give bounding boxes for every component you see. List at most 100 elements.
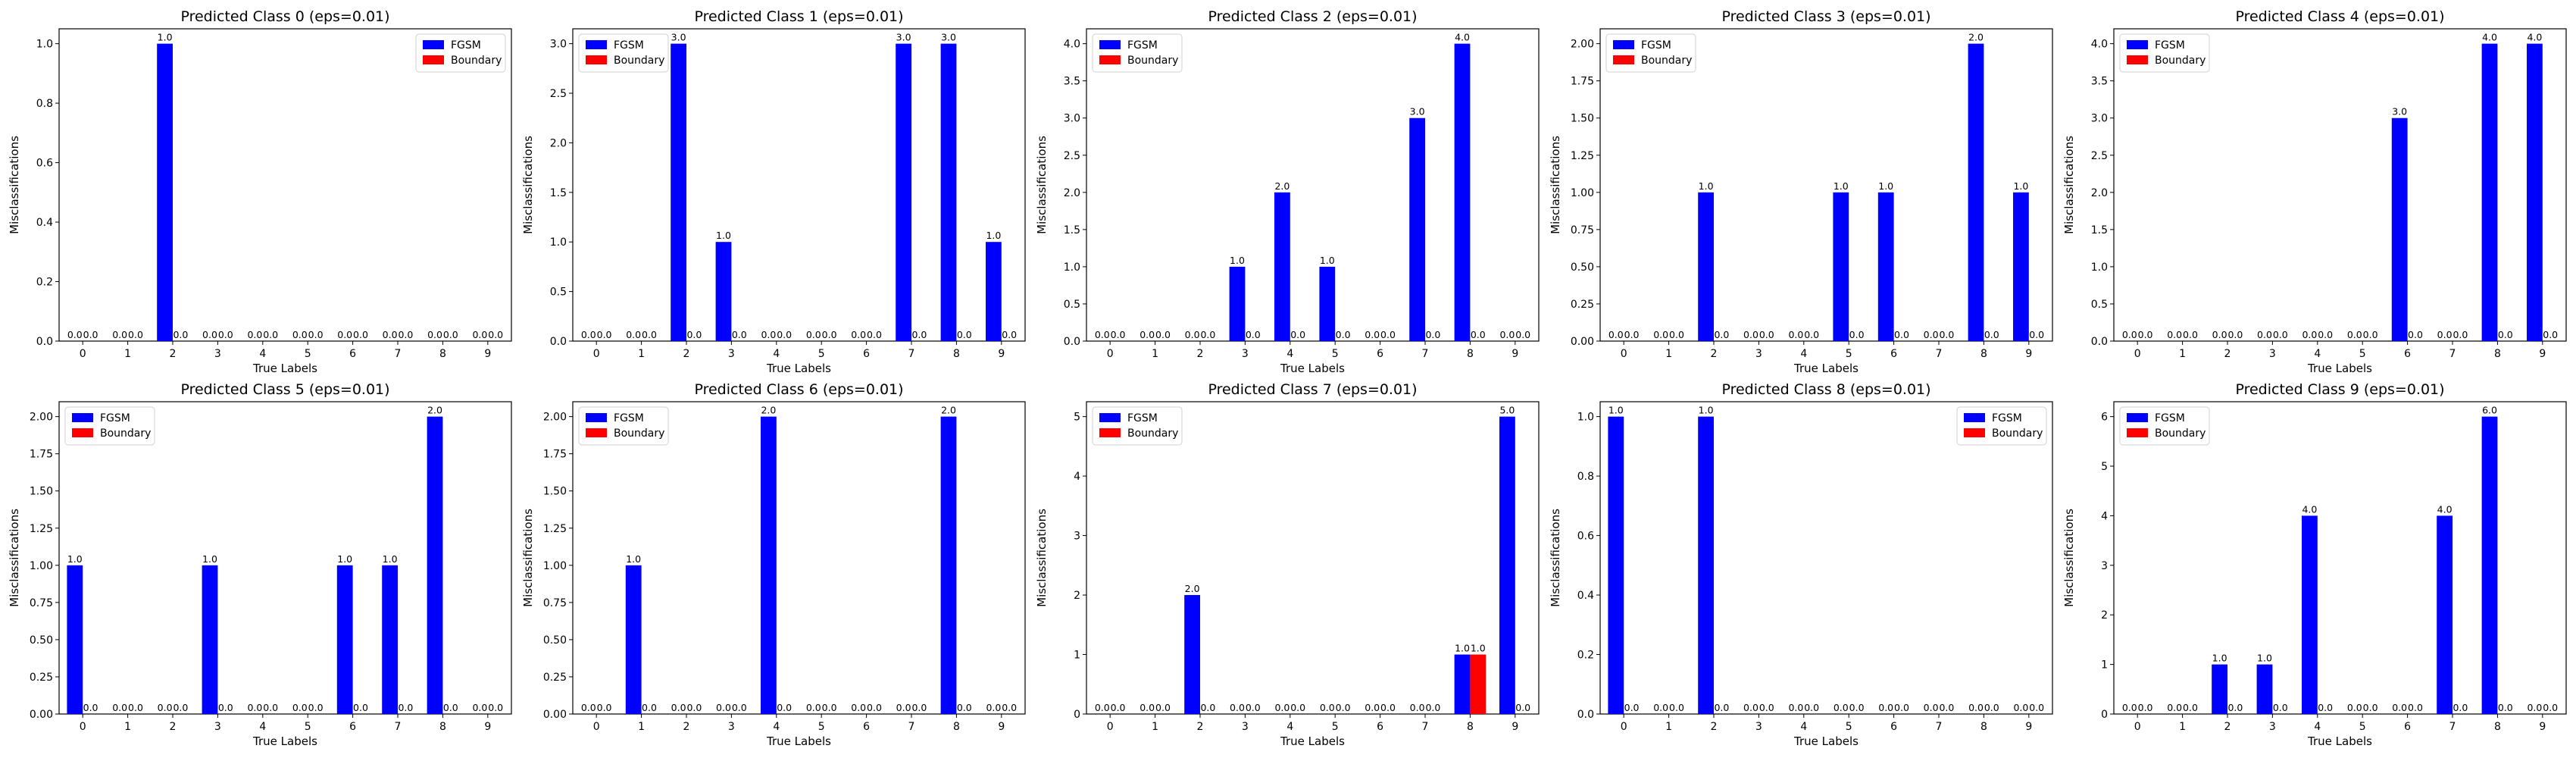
data-label: 0.0 — [626, 329, 641, 340]
y-tick-label: 2.00 — [543, 412, 567, 424]
x-axis-label: True Labels — [252, 362, 317, 375]
y-axis-label: Misclassifications — [8, 509, 21, 607]
y-tick-label: 1.50 — [543, 486, 567, 498]
y-tick-label: 3.5 — [1064, 76, 1080, 88]
x-tick-label: 4 — [1800, 721, 1807, 733]
legend-label-boundary: Boundary — [100, 427, 151, 440]
data-label: 0.0 — [1984, 702, 1999, 713]
y-tick-label: 0.2 — [1577, 650, 1594, 662]
data-label: 0.0 — [67, 329, 83, 340]
x-tick-label: 1 — [1665, 348, 1672, 360]
x-axis-label: True Labels — [1793, 362, 1859, 375]
data-label: 0.0 — [732, 329, 747, 340]
data-label: 0.0 — [896, 702, 911, 713]
x-axis-label: True Labels — [1280, 734, 1345, 748]
bar-fgsm — [2437, 515, 2453, 714]
data-label: 0.0 — [911, 329, 927, 340]
chart-title: Predicted Class 9 (eps=0.01) — [2235, 381, 2444, 398]
y-tick-label: 0.50 — [30, 634, 53, 647]
data-label: 3.0 — [1410, 106, 1425, 117]
data-label: 0.0 — [1336, 702, 1351, 713]
chart-title: Predicted Class 6 (eps=0.01) — [694, 381, 903, 398]
chart-title: Predicted Class 5 (eps=0.01) — [180, 381, 389, 398]
data-label: 0.0 — [1759, 329, 1774, 340]
data-label: 0.0 — [1743, 329, 1758, 340]
chart-title: Predicted Class 3 (eps=0.01) — [1721, 8, 1930, 25]
legend-label-fgsm: FGSM — [1127, 39, 1158, 52]
y-tick-label: 4 — [2101, 510, 2108, 522]
chart-panel-9: Predicted Class 9 (eps=0.01) 0 1 2 3 4 5 6 0 1 2 3 4… — [2062, 381, 2567, 748]
y-tick-label: 1.50 — [1571, 113, 1594, 125]
y-tick-label: 1.25 — [1571, 150, 1594, 162]
legend-swatch-boundary — [2127, 55, 2148, 64]
data-label: 0.0 — [761, 329, 776, 340]
legend: FGSM Boundary — [2119, 33, 2210, 73]
y-tick-label: 3 — [1074, 531, 1080, 543]
legend-label-boundary: Boundary — [614, 427, 664, 440]
chart-panel-5: Predicted Class 5 (eps=0.01)0.000.250.50… — [8, 381, 512, 748]
x-tick-label: 9 — [484, 348, 491, 360]
x-tick-label: 9 — [2025, 348, 2032, 360]
data-label: 0.0 — [202, 329, 217, 340]
y-tick-label: 1.00 — [1571, 187, 1594, 199]
data-label: 0.0 — [716, 702, 731, 713]
x-tick-label: 5 — [2359, 348, 2366, 360]
data-label: 0.0 — [173, 702, 188, 713]
y-tick-label: 0.0 — [1577, 709, 1594, 721]
y-tick-label: 1.75 — [30, 449, 53, 461]
x-tick-label: 8 — [953, 721, 960, 733]
y-tick-label: 0.6 — [36, 158, 53, 170]
x-tick-label: 5 — [1846, 721, 1852, 733]
legend-swatch-boundary — [2127, 428, 2148, 437]
legend-label-fgsm: FGSM — [1992, 412, 2022, 424]
legend: FGSM Boundary — [1092, 33, 1183, 73]
x-tick-label: 5 — [2359, 721, 2366, 733]
x-tick-label: 4 — [2314, 721, 2321, 733]
y-tick-label: 1.50 — [30, 486, 53, 498]
y-tick-label: 2.5 — [550, 88, 567, 100]
data-label: 0.0 — [1425, 702, 1440, 713]
data-label: 0.0 — [2437, 329, 2453, 340]
legend-label-boundary: Boundary — [614, 55, 664, 67]
data-label: 0.0 — [777, 702, 792, 713]
bar-fgsm — [986, 242, 1002, 341]
chart-panel-7: Predicted Class 7 (eps=0.01) 0 1 2 3 4 5 0 1 2 3 4 5… — [1035, 381, 1540, 748]
x-tick-label: 8 — [2494, 721, 2501, 733]
data-label: 1.0 — [716, 230, 731, 241]
data-label: 0.0 — [986, 702, 1001, 713]
y-tick-label: 0.2 — [36, 277, 53, 289]
data-label: 0.0 — [2029, 329, 2044, 340]
x-tick-label: 6 — [1377, 721, 1383, 733]
x-tick-label: 8 — [1467, 348, 1474, 360]
bar-fgsm — [2481, 43, 2498, 341]
data-label: 0.0 — [867, 329, 882, 340]
x-tick-label: 9 — [998, 348, 1005, 360]
data-label: 4.0 — [2482, 32, 2497, 43]
data-label: 0.0 — [2408, 329, 2423, 340]
y-tick-label: 0.5 — [2091, 299, 2108, 311]
chart-title: Predicted Class 2 (eps=0.01) — [1208, 8, 1417, 25]
x-tick-label: 9 — [484, 721, 491, 733]
y-tick-label: 0.0 — [2091, 336, 2108, 348]
x-tick-label: 3 — [1755, 721, 1762, 733]
plot-area — [58, 28, 512, 342]
x-tick-label: 8 — [1980, 348, 1987, 360]
data-label: 0.0 — [2318, 702, 2333, 713]
data-label: 0.0 — [1336, 329, 1351, 340]
y-tick-label: 1 — [2101, 659, 2108, 672]
bar-fgsm — [1229, 266, 1246, 341]
y-tick-label: 0.0 — [1064, 336, 1080, 348]
x-tick-label: 2 — [1197, 348, 1204, 360]
data-label: 0.0 — [1743, 702, 1758, 713]
y-tick-label: 0.8 — [36, 98, 53, 110]
data-label: 0.0 — [1095, 329, 1110, 340]
y-axis-label: Misclassifications — [2062, 136, 2076, 234]
x-tick-label: 6 — [863, 348, 870, 360]
y-tick-label: 0.5 — [550, 287, 567, 299]
x-tick-label: 0 — [593, 348, 600, 360]
data-label: 0.0 — [2167, 702, 2182, 713]
data-label: 0.0 — [2183, 702, 2198, 713]
x-tick-label: 2 — [1711, 348, 1718, 360]
data-label: 0.0 — [2122, 329, 2137, 340]
